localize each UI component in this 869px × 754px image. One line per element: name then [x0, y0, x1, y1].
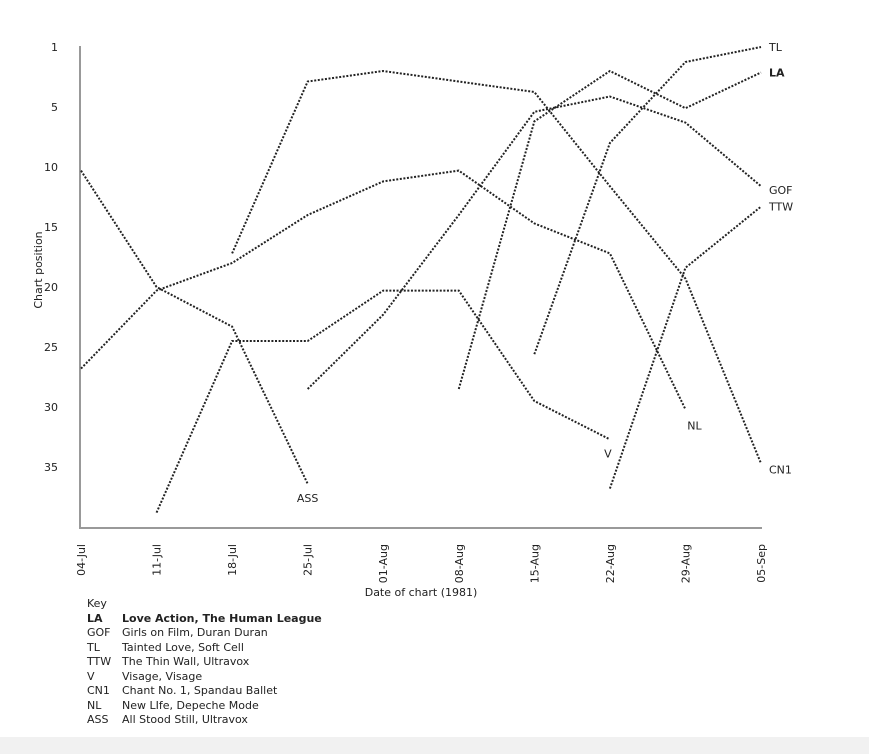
- key-code: TTW: [87, 655, 112, 668]
- key-legend: Key LA Love Action, The Human League GOF Gi…: [87, 597, 322, 728]
- key-label: Tainted Love, Soft Cell: [122, 640, 244, 654]
- x-tick-label: 04-Jul: [75, 544, 88, 576]
- x-tick-label: 05-Sep: [755, 544, 768, 583]
- series-label-ass: ASS: [297, 492, 319, 505]
- series-line-ttw: [608, 205, 762, 489]
- key-item: TL Tainted Love, Soft Cell: [87, 641, 322, 656]
- y-tick-label: 20: [44, 281, 58, 294]
- key-item: TTW The Thin Wall, Ultravox: [87, 655, 322, 670]
- series-line-cn1: [231, 69, 762, 464]
- key-code: CN1: [87, 684, 110, 697]
- x-tick-label: 08-Aug: [453, 544, 466, 583]
- x-tick-label: 15-Aug: [528, 544, 541, 583]
- series-label-cn1: CN1: [769, 463, 792, 476]
- x-tick-label: 25-Jul: [302, 544, 315, 576]
- y-tick-label: 30: [44, 401, 58, 414]
- key-label: The Thin Wall, Ultravox: [122, 655, 250, 668]
- x-tick-label: 01-Aug: [377, 544, 390, 583]
- y-tick-label: 10: [44, 161, 58, 174]
- series-line-tl: [533, 46, 762, 355]
- key-label: All Stood Still, Ultravox: [122, 713, 248, 726]
- series-line-v: [155, 289, 611, 514]
- series-label-la: LA: [769, 67, 785, 80]
- x-tick-label: 29-Aug: [679, 544, 692, 583]
- y-tick-label: 5: [51, 101, 58, 114]
- series-label-gof: GOF: [769, 184, 793, 197]
- key-item: LA Love Action, The Human League: [87, 612, 322, 627]
- series-label-tl: TL: [768, 41, 783, 54]
- series-line-la: [457, 69, 762, 390]
- series-line-ass: [80, 170, 309, 485]
- y-axis-title: Chart position: [32, 231, 45, 308]
- series-label-v: V: [604, 447, 612, 460]
- y-tick-label: 25: [44, 341, 58, 354]
- x-axis-title: Date of chart (1981): [365, 586, 478, 599]
- key-code: NL: [87, 698, 102, 712]
- key-code: TL: [87, 640, 100, 654]
- key-item: CN1 Chant No. 1, Spandau Ballet: [87, 684, 322, 699]
- key-item: V Visage, Visage: [87, 670, 322, 685]
- key-item: NL New LIfe, Depeche Mode: [87, 699, 322, 714]
- key-label: Love Action, The Human League: [122, 611, 322, 625]
- key-label: New LIfe, Depeche Mode: [122, 698, 259, 712]
- series-line-gof: [306, 95, 762, 390]
- y-tick-label: 35: [44, 461, 58, 474]
- key-item: ASS All Stood Still, Ultravox: [87, 713, 322, 728]
- key-code: V: [87, 669, 95, 683]
- y-tick-label: 1: [51, 41, 58, 54]
- key-title: Key: [87, 597, 107, 610]
- key-item: GOF Girls on Film, Duran Duran: [87, 626, 322, 641]
- x-tick-label: 11-Jul: [151, 544, 164, 576]
- key-code: LA: [87, 611, 103, 625]
- series-label-ttw: TTW: [768, 201, 793, 214]
- key-code: GOF: [87, 626, 111, 639]
- x-tick-label: 18-Jul: [226, 544, 239, 576]
- key-label: Chant No. 1, Spandau Ballet: [122, 684, 278, 697]
- key-label: Visage, Visage: [122, 669, 203, 683]
- x-tick-label: 22-Aug: [604, 544, 617, 583]
- key-code: ASS: [87, 713, 109, 726]
- bottom-band: [0, 737, 869, 754]
- y-tick-label: 15: [44, 221, 58, 234]
- key-label: Girls on Film, Duran Duran: [122, 626, 268, 639]
- series-line-nl: [80, 169, 687, 410]
- series-label-nl: NL: [687, 419, 702, 432]
